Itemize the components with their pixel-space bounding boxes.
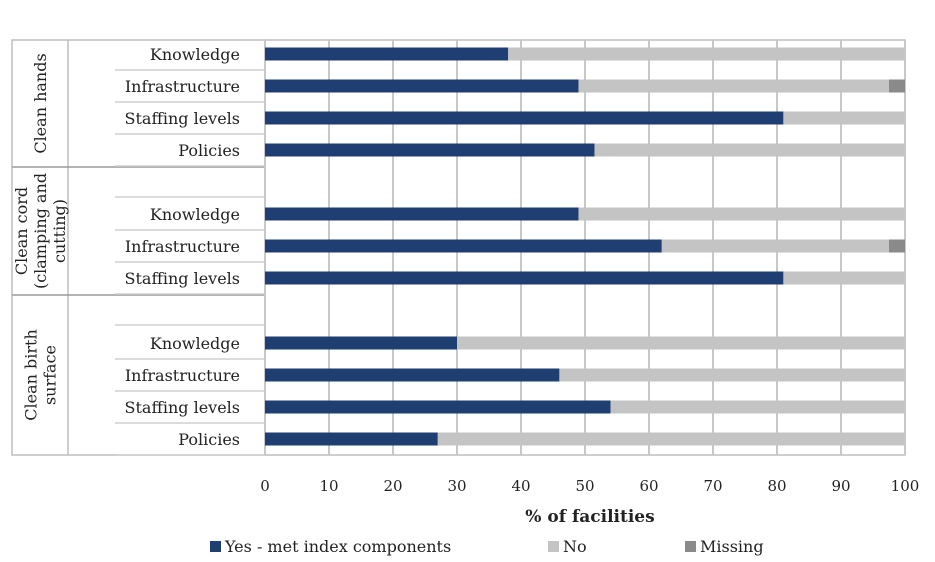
bar-no [559, 368, 905, 382]
x-tick-label: 50 [575, 477, 594, 495]
category-label: Staffing levels [125, 398, 240, 417]
x-tick-label: 60 [639, 477, 658, 495]
bar-no [578, 79, 889, 93]
bar-no [610, 400, 905, 414]
bar-yes [265, 239, 662, 253]
bar-yes [265, 432, 438, 446]
bars [265, 47, 905, 446]
legend-label-yes: Yes - met index components [224, 537, 451, 556]
category-label: Policies [178, 141, 240, 160]
bar-yes [265, 336, 457, 350]
bar-yes [265, 368, 560, 382]
category-label: Infrastructure [125, 77, 240, 96]
category-label: Knowledge [150, 205, 240, 224]
bar-yes [265, 111, 784, 125]
bar-no [457, 336, 905, 350]
group-label: surface [41, 345, 60, 405]
category-labels: Knowledge Infrastructure Staffing levels Po… [125, 45, 240, 449]
group-label: Clean cord [12, 187, 31, 275]
chart-frame [11, 39, 906, 456]
legend: Yes - met index components No Missing [210, 537, 764, 556]
bar-missing [889, 79, 905, 93]
category-label: Staffing levels [125, 109, 240, 128]
group-labels: Clean hands Clean cord (clamping and cuttin… [12, 53, 69, 420]
bar-no [508, 47, 905, 61]
legend-swatch-no [548, 541, 559, 552]
x-tick-labels: 0 10 20 30 40 50 60 70 80 90 100 [260, 477, 919, 495]
bar-no [437, 432, 905, 446]
category-label: Policies [178, 430, 240, 449]
bar-no [661, 239, 889, 253]
legend-label-missing: Missing [700, 537, 764, 556]
group-label: Clean birth [22, 329, 41, 421]
bar-yes [265, 271, 784, 285]
x-axis-title: % of facilities [525, 507, 654, 527]
legend-swatch-missing [685, 541, 696, 552]
group-label: cutting) [50, 199, 69, 263]
group-label: Clean hands [31, 53, 50, 153]
bar-missing [889, 239, 905, 253]
x-tick-label: 40 [511, 477, 530, 495]
group-label: (clamping and [31, 173, 50, 289]
bar-no [578, 207, 905, 221]
bar-no [783, 111, 905, 125]
category-label: Infrastructure [125, 366, 240, 385]
x-tick-label: 30 [447, 477, 466, 495]
x-tick-label: 90 [831, 477, 850, 495]
category-label: Knowledge [150, 45, 240, 64]
bar-no [783, 271, 905, 285]
bar-yes [265, 47, 509, 61]
legend-label-no: No [563, 537, 587, 556]
bar-no [594, 143, 905, 157]
bar-yes [265, 79, 579, 93]
category-label: Infrastructure [125, 237, 240, 256]
x-tick-label: 100 [891, 477, 920, 495]
bar-yes [265, 207, 579, 221]
x-tick-label: 20 [383, 477, 402, 495]
bar-yes [265, 400, 611, 414]
category-label: Knowledge [150, 334, 240, 353]
category-label: Staffing levels [125, 269, 240, 288]
x-tick-label: 70 [703, 477, 722, 495]
legend-swatch-yes [210, 541, 221, 552]
x-tick-label: 0 [260, 477, 270, 495]
x-tick-label: 10 [319, 477, 338, 495]
x-tick-label: 80 [767, 477, 786, 495]
bar-yes [265, 143, 595, 157]
